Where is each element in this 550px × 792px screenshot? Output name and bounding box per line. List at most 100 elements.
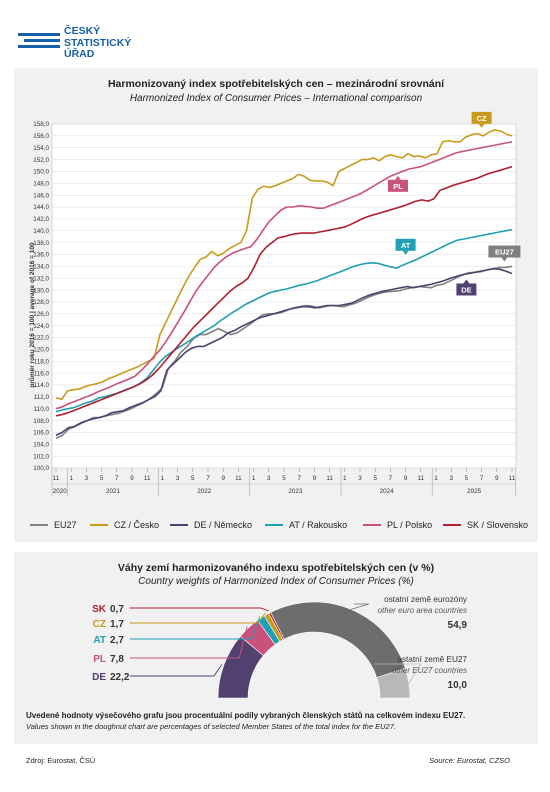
y-tick-label: 118,0 xyxy=(34,358,50,365)
doughnut-label-value: 54,9 xyxy=(448,620,468,631)
series-tag-box xyxy=(471,111,492,124)
series-tag-label: DE xyxy=(461,285,471,294)
x-tick-label: 11 xyxy=(235,475,242,482)
x-tick-label: 5 xyxy=(373,475,377,482)
source-en: Source: Eurostat, CZSO xyxy=(429,756,510,765)
y-tick-label: 102,0 xyxy=(33,453,49,460)
doughnut-label-at: AT 2,7 xyxy=(93,635,124,646)
x-tick-label: 5 xyxy=(282,475,286,482)
series-tag-box xyxy=(488,245,521,258)
doughnut-label-code: CZ xyxy=(93,619,106,630)
x-tick-labels: 11 1 3 5 7 9 11 1 3 5 7 9 11 1 3 5 7 9 11 1 3 5 7 9 11 1 3 5 7 9 11202… xyxy=(53,475,516,495)
y-tick-label: 116,0 xyxy=(34,370,50,377)
doughnut-label-ea: ostatní země eurozóny other euro area cou… xyxy=(378,595,468,631)
leader-line-at xyxy=(130,616,261,640)
legend-swatch xyxy=(90,523,108,527)
series-tag-box xyxy=(395,238,416,251)
series-line-cz xyxy=(55,129,513,401)
x-tick-label: 3 xyxy=(267,475,271,482)
doughnut-note-en: Values shown in the doughnut chart are p… xyxy=(26,722,396,731)
logo-line-3: ÚŘAD xyxy=(64,48,95,60)
x-tick-label: 1 xyxy=(252,475,256,482)
doughnut-labels: SK 0,7 CZ 1,7 AT 2,7 PL 7,8 DE 22,2 ostatní země e… xyxy=(92,595,468,691)
y-tick-label: 144,0 xyxy=(33,204,49,211)
series-tag-pointer xyxy=(478,123,485,128)
legend-label: AT / Rakousko xyxy=(289,520,348,530)
series-tag-pointer xyxy=(463,279,470,284)
x-tick-label: 11 xyxy=(53,475,60,482)
x-tick-label: 1 xyxy=(434,475,438,482)
x-tick-label: 11 xyxy=(418,475,425,482)
legend-swatch xyxy=(30,523,48,527)
x-tick-label: 1 xyxy=(343,475,347,482)
doughnut-label-cz: ostatní země EU27 xyxy=(397,655,467,664)
series-tags: EU27CZDEATPLSK xyxy=(388,111,521,296)
y-axis-label: průměr roku 2016 = 100 | average of 2016… xyxy=(28,242,36,388)
logo-text: ČESKÝ STATISTICKÝ ÚŘAD xyxy=(64,25,132,61)
x-tick-label: 7 xyxy=(206,475,210,482)
doughnut-label-en: other euro area countries xyxy=(378,606,467,615)
logo-mark xyxy=(18,33,60,49)
y-tick-label: 148,0 xyxy=(33,181,49,188)
doughnut-label-value: 22,2 xyxy=(110,672,130,683)
legend-swatch xyxy=(363,523,381,527)
y-tick-label: 140,0 xyxy=(33,228,49,235)
x-tick-label: 7 xyxy=(297,475,301,482)
x-tick-label: 5 xyxy=(465,475,469,482)
x-tick-label: 11 xyxy=(326,475,333,482)
logo-line-2: STATISTICKÝ xyxy=(64,36,132,49)
y-tick-label: 112,0 xyxy=(34,394,50,401)
legend-item-sk: SK / Slovensko xyxy=(443,518,528,532)
doughnut-label-cz: CZ 1,7 xyxy=(93,619,125,630)
doughnut-label-de: DE 22,2 xyxy=(92,672,130,683)
y-tick-label: 142,0 xyxy=(33,216,49,223)
doughnut-label-code: DE xyxy=(92,672,106,683)
y-tick-label: 100,0 xyxy=(33,465,49,472)
leader-line-cz xyxy=(130,612,266,624)
doughnut-title: Váhy zemí harmonizovaného indexu spotřeb… xyxy=(117,562,435,574)
series-line-pl xyxy=(55,141,513,410)
x-tick-label: 3 xyxy=(449,475,453,482)
doughnut-label-code: AT xyxy=(93,635,106,646)
source-cz: Zdroj: Eurostat, ČSÚ xyxy=(26,756,96,765)
doughnut-leader-lines xyxy=(130,603,422,684)
y-tick-label: 150,0 xyxy=(33,169,49,176)
y-tick-label: 136,0 xyxy=(33,252,49,259)
x-tick-label: 3 xyxy=(358,475,362,482)
legend-label: SK / Slovensko xyxy=(467,520,529,530)
doughnut-panel xyxy=(14,552,538,744)
y-tick-label: 154,0 xyxy=(33,145,49,152)
series-tag-box xyxy=(388,179,408,192)
series-tag-pointer xyxy=(395,175,401,180)
x-tick-label: 5 xyxy=(100,475,104,482)
x-tick-label: 3 xyxy=(176,475,180,482)
legend-item-de: DE / Německo xyxy=(170,518,252,532)
leader-line-pl xyxy=(130,626,248,659)
doughnut-subtitle: Country weights of Harmonized Index of C… xyxy=(138,576,414,587)
y-tick-label: 158,0 xyxy=(33,121,49,128)
x-tick-label: 9 xyxy=(404,475,408,482)
series-tag-pl: PL xyxy=(388,175,408,192)
series-tag-label: CZ xyxy=(477,114,487,123)
x-year-label: 2024 xyxy=(380,488,395,495)
series-tag-eu27: EU27 xyxy=(488,245,521,262)
x-tick-label: 7 xyxy=(480,475,484,482)
y-tick-label: 128,0 xyxy=(33,299,49,306)
doughnut-label-sk: SK 0,7 xyxy=(92,604,124,615)
leader-line-de xyxy=(130,664,223,677)
line-chart-title: Harmonizovaný index spotřebitelských cen… xyxy=(107,78,445,90)
x-year-label: 2020 xyxy=(53,488,68,495)
series-tag-box xyxy=(456,283,477,296)
x-tick-label: 1 xyxy=(69,475,73,482)
doughnut-label-eu: ostatní země EU27 other EU27 countries 10,… xyxy=(392,655,468,691)
y-tick-label: 138,0 xyxy=(33,240,49,247)
legend-item-cz: CZ / Česko xyxy=(90,518,159,532)
x-tick-label: 3 xyxy=(85,475,89,482)
doughnut-label-code: SK xyxy=(92,604,107,615)
x-tick-label: 7 xyxy=(389,475,393,482)
y-tick-label: 124,0 xyxy=(33,323,49,330)
x-year-label: 2023 xyxy=(288,488,303,495)
series-tag-de: DE xyxy=(456,279,477,296)
legend-swatch xyxy=(265,523,283,527)
line-chart: 100,0 102,0 104,0 106,0 108,0 110,0 112,0 114,0… xyxy=(28,111,521,496)
